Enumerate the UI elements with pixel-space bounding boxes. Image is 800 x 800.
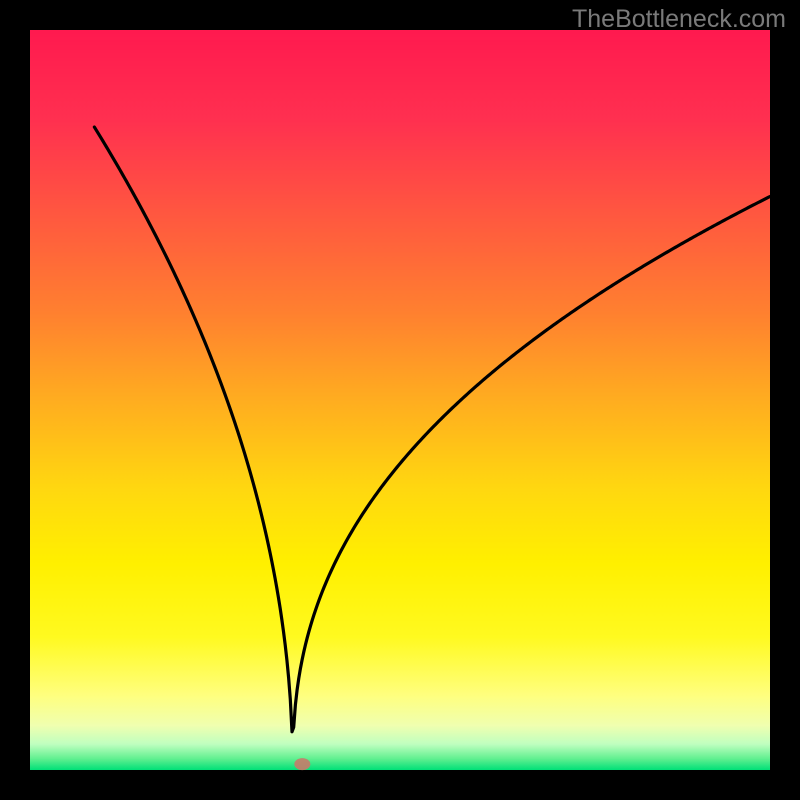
chart-container: TheBottleneck.com xyxy=(0,0,800,800)
gradient-plot-area xyxy=(30,30,770,770)
watermark-text: TheBottleneck.com xyxy=(572,5,786,34)
